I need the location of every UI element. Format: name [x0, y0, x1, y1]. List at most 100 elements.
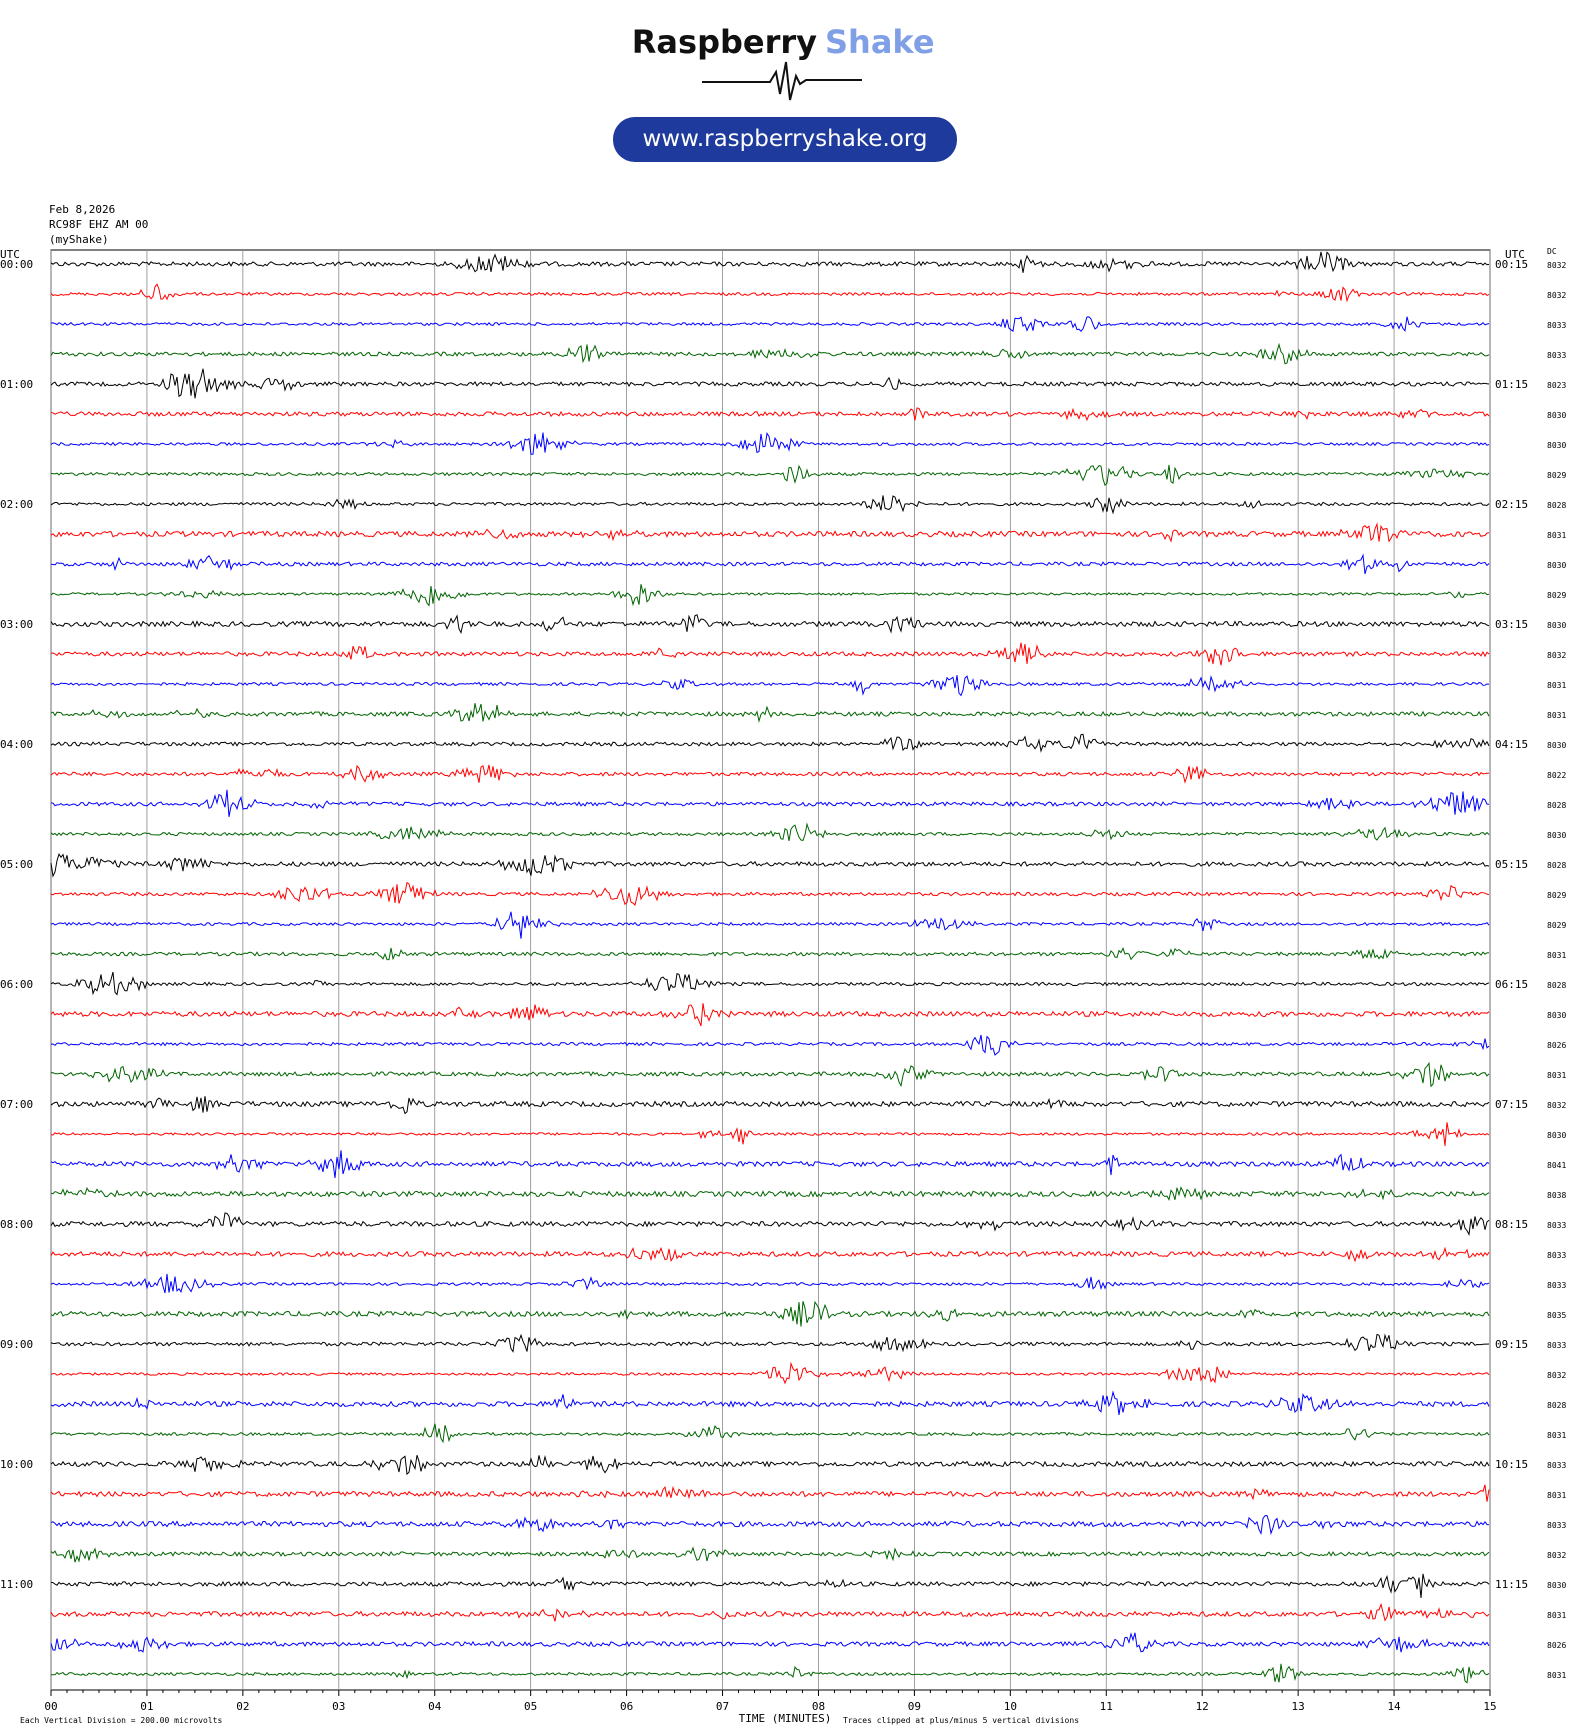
- trace: [50, 342, 1490, 365]
- dc-value: 8032: [1547, 651, 1566, 660]
- plot-frame: [50, 249, 1491, 1691]
- url: www.raspberryshake.org: [643, 126, 928, 152]
- trace: [50, 822, 1490, 841]
- dc-value: 8028: [1547, 501, 1566, 510]
- dc-value: 8028: [1547, 1401, 1566, 1410]
- right-time-label: 05:15: [1495, 858, 1528, 871]
- trace: [50, 642, 1490, 666]
- x-tick-label: 05: [524, 1700, 537, 1713]
- trace: [50, 614, 1490, 635]
- x-tick-label: 01: [140, 1700, 153, 1713]
- dc-value: 8029: [1547, 471, 1566, 480]
- trace: [50, 789, 1490, 817]
- dc-value: 8029: [1547, 891, 1566, 900]
- trace: [50, 1096, 1490, 1115]
- left-time-label: 05:00: [0, 858, 33, 871]
- x-tick-label: 04: [428, 1700, 442, 1713]
- trace: [50, 1034, 1490, 1056]
- x-tick-label: 12: [1196, 1700, 1209, 1713]
- trace: [50, 1484, 1490, 1502]
- trace: [50, 584, 1490, 607]
- dc-value: 8030: [1547, 411, 1566, 420]
- left-time-label: 02:00: [0, 498, 33, 511]
- dc-value: 8023: [1547, 381, 1566, 390]
- dc-value: 8035: [1547, 1311, 1566, 1320]
- x-tick-label: 15: [1483, 1700, 1496, 1713]
- x-tick-label: 09: [908, 1700, 921, 1713]
- dc-value: 8029: [1547, 921, 1566, 930]
- logo-wave: [702, 61, 862, 101]
- x-tick-label: 06: [620, 1700, 633, 1713]
- dc-value: 8031: [1547, 951, 1566, 960]
- dc-value: 8033: [1547, 321, 1566, 330]
- right-time-label: 07:15: [1495, 1098, 1528, 1111]
- dc-value: 8031: [1547, 1071, 1566, 1080]
- dc-value: 8026: [1547, 1641, 1566, 1650]
- dc-value: 8030: [1547, 1131, 1566, 1140]
- dc-value: 8030: [1547, 1011, 1566, 1020]
- brand-first: Raspberry: [632, 23, 817, 61]
- right-time-label: 00:15: [1495, 258, 1528, 271]
- dc-value: 8038: [1547, 1191, 1566, 1200]
- date: Feb 8,2026: [49, 203, 115, 216]
- x-tick-label: 14: [1387, 1700, 1401, 1713]
- trace: [50, 1573, 1490, 1598]
- left-time-label: 01:00: [0, 378, 33, 391]
- dc-value: 8022: [1547, 771, 1566, 780]
- dc-value: 8031: [1547, 1431, 1566, 1440]
- trace: [50, 675, 1490, 697]
- dc-value: 8030: [1547, 1581, 1566, 1590]
- dc-value: 8030: [1547, 741, 1566, 750]
- trace: [50, 1390, 1490, 1415]
- dc-value: 8031: [1547, 531, 1566, 540]
- x-tick-label: 11: [1100, 1700, 1113, 1713]
- trace: [50, 464, 1490, 487]
- dc-value: 8032: [1547, 1101, 1566, 1110]
- dc-value: 8030: [1547, 441, 1566, 450]
- trace: [50, 764, 1490, 784]
- trace: [50, 1546, 1490, 1563]
- dc-value: 8041: [1547, 1161, 1566, 1170]
- dc-value: 8032: [1547, 291, 1566, 300]
- trace: [50, 1122, 1490, 1146]
- dc-value: 8026: [1547, 1041, 1566, 1050]
- left-axis-label: UTC: [0, 248, 20, 261]
- dc-value: 8032: [1547, 261, 1566, 270]
- trace: [50, 853, 1490, 878]
- trace: [50, 733, 1490, 753]
- dc-label: DC: [1547, 247, 1557, 256]
- right-time-label: 03:15: [1495, 618, 1528, 631]
- dc-value: 8031: [1547, 681, 1566, 690]
- left-time-label: 09:00: [0, 1338, 33, 1351]
- left-time-label: 10:00: [0, 1458, 33, 1471]
- dc-value: 8033: [1547, 1251, 1566, 1260]
- x-tick-label: 07: [716, 1700, 729, 1713]
- station: RC98F EHZ AM 00: [49, 218, 148, 231]
- dc-value: 8028: [1547, 981, 1566, 990]
- x-tick-label: 08: [812, 1700, 825, 1713]
- dc-value: 8032: [1547, 1551, 1566, 1560]
- x-tick-label: 13: [1292, 1700, 1305, 1713]
- trace: [50, 1246, 1490, 1263]
- trace: [50, 703, 1490, 723]
- right-time-label: 10:15: [1495, 1458, 1528, 1471]
- dc-value: 8031: [1547, 1671, 1566, 1680]
- trace: [50, 946, 1490, 961]
- trace: [50, 1061, 1490, 1088]
- url-pill: [613, 117, 957, 162]
- trace: [50, 1150, 1490, 1179]
- dc-value: 8033: [1547, 1461, 1566, 1470]
- dc-value: 8028: [1547, 861, 1566, 870]
- dc-value: 8030: [1547, 561, 1566, 570]
- dc-value: 8033: [1547, 351, 1566, 360]
- footer-right: Traces clipped at plus/minus 5 vertical …: [843, 1716, 1079, 1725]
- trace: [50, 495, 1490, 515]
- trace: [50, 368, 1490, 399]
- right-axis-label: UTC: [1505, 248, 1525, 261]
- trace: [50, 1212, 1490, 1237]
- dc-value: 8028: [1547, 801, 1566, 810]
- trace: [50, 1333, 1490, 1353]
- dc-value: 8033: [1547, 1281, 1566, 1290]
- right-time-label: 02:15: [1495, 498, 1528, 511]
